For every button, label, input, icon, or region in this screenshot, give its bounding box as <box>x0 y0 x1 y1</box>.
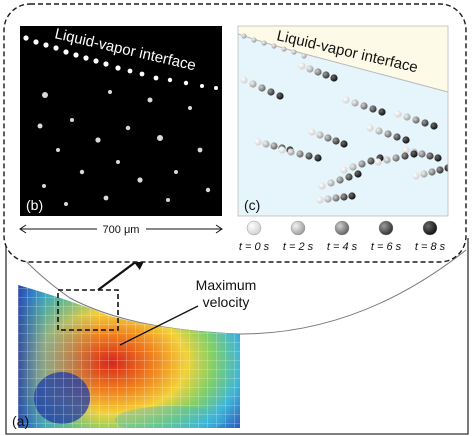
track-9-particle <box>367 157 375 165</box>
track-9-particle <box>349 163 357 171</box>
legend-label-t3: t = 6 s <box>371 241 402 253</box>
legend-sphere-t3 <box>378 220 394 236</box>
track-11-particle <box>436 166 444 174</box>
panel-c-frame <box>237 25 449 217</box>
legend-sphere-t0 <box>246 220 262 236</box>
track-1-particle <box>306 65 314 73</box>
zoom-region-box <box>57 289 119 331</box>
legend-label-t2: t = 4 s <box>327 241 358 253</box>
track-8-particle <box>345 173 353 181</box>
track-12-particle <box>340 193 348 201</box>
track-9-particle <box>358 160 366 168</box>
track-8-particle <box>354 170 362 178</box>
track-2-particle <box>378 108 386 116</box>
track-0-particle <box>240 76 248 84</box>
track-8-particle <box>318 182 326 190</box>
track-5-particle <box>393 133 401 141</box>
track-8-particle <box>327 179 335 187</box>
track-7-particle <box>426 152 434 160</box>
panel-a: Maximum velocity (a) <box>5 238 469 435</box>
track-3-particle <box>262 140 270 148</box>
track-11-particle <box>412 172 420 180</box>
track-4-particle <box>332 137 340 145</box>
track-2-particle <box>369 105 377 113</box>
particle-tracks <box>240 62 448 204</box>
panel-b-image <box>20 26 222 216</box>
interface-dots-c <box>241 33 307 59</box>
track-3-particle <box>254 138 262 146</box>
track-1-particle <box>298 62 306 70</box>
scale-bar: 700 μm <box>19 224 223 236</box>
track-0-particle <box>276 92 284 100</box>
track-5-particle <box>375 127 383 135</box>
track-4-particle <box>340 140 348 148</box>
track-4-particle <box>308 128 316 136</box>
track-13-particle <box>287 148 295 156</box>
track-12-particle <box>316 196 324 204</box>
legend-label-t1: t = 2 s <box>283 241 314 253</box>
track-8-particle <box>336 176 344 184</box>
max-velocity-label-line1: Maximum <box>196 277 257 293</box>
track-12-particle <box>324 195 332 203</box>
track-6-particle <box>394 110 402 118</box>
track-2-particle <box>342 96 350 104</box>
track-13-particle <box>278 146 286 154</box>
track-0-particle <box>249 80 257 88</box>
legend-label-t4: t = 8 s <box>415 241 446 253</box>
legend-sphere-t4 <box>422 220 438 236</box>
track-0-particle <box>267 88 275 96</box>
track-13-particle <box>314 154 322 162</box>
legend-sphere-t1 <box>290 220 306 236</box>
track-3-particle <box>270 142 278 150</box>
track-10-particle <box>374 158 382 166</box>
track-12-particle <box>332 194 340 202</box>
time-legend: t = 0 s t = 2 s t = 4 s t = 6 s t = 8 s <box>239 220 446 253</box>
track-4-particle <box>324 134 332 142</box>
legend-label-t0: t = 0 s <box>239 241 270 253</box>
panel-a-label: (a) <box>12 413 29 429</box>
track-2-particle <box>360 102 368 110</box>
track-9-particle <box>340 166 348 174</box>
track-10-particle <box>401 152 409 160</box>
track-7-particle <box>402 146 410 154</box>
panel-b-label: (b) <box>26 197 43 213</box>
track-6-particle <box>430 122 438 130</box>
track-6-particle <box>421 119 429 127</box>
track-10-particle <box>383 156 391 164</box>
legend-sphere-t2 <box>334 220 350 236</box>
track-12-particle <box>348 192 356 200</box>
track-1-particle <box>330 74 338 82</box>
interface-dots-b <box>23 35 218 90</box>
track-11-particle <box>444 164 448 172</box>
track-1-particle <box>314 68 322 76</box>
track-7-particle <box>434 154 442 162</box>
max-velocity-pointer <box>119 305 199 346</box>
tracer-particles-b <box>37 90 211 206</box>
track-13-particle <box>305 152 313 160</box>
container-outline <box>5 238 469 435</box>
panel-c: Liquid-vapor interface (c) <box>237 25 449 217</box>
track-5-particle <box>366 124 374 132</box>
panel-c-label: (c) <box>244 197 260 213</box>
max-velocity-label-line2: velocity <box>203 294 250 310</box>
track-11-particle <box>428 168 436 176</box>
track-2-particle <box>351 99 359 107</box>
panel-b: Liquid-vapor interface (b) <box>20 25 222 216</box>
track-13-particle <box>296 150 304 158</box>
track-0-particle <box>258 84 266 92</box>
track-7-particle <box>418 150 426 158</box>
panel-c-vapor <box>238 26 448 92</box>
track-10-particle <box>410 150 418 158</box>
track-6-particle <box>403 113 411 121</box>
track-11-particle <box>420 170 428 178</box>
track-1-particle <box>322 71 330 79</box>
track-6-particle <box>412 116 420 124</box>
track-5-particle <box>384 130 392 138</box>
scale-bar-label: 700 μm <box>103 224 140 236</box>
track-10-particle <box>392 154 400 162</box>
track-4-particle <box>316 131 324 139</box>
track-5-particle <box>402 136 410 144</box>
